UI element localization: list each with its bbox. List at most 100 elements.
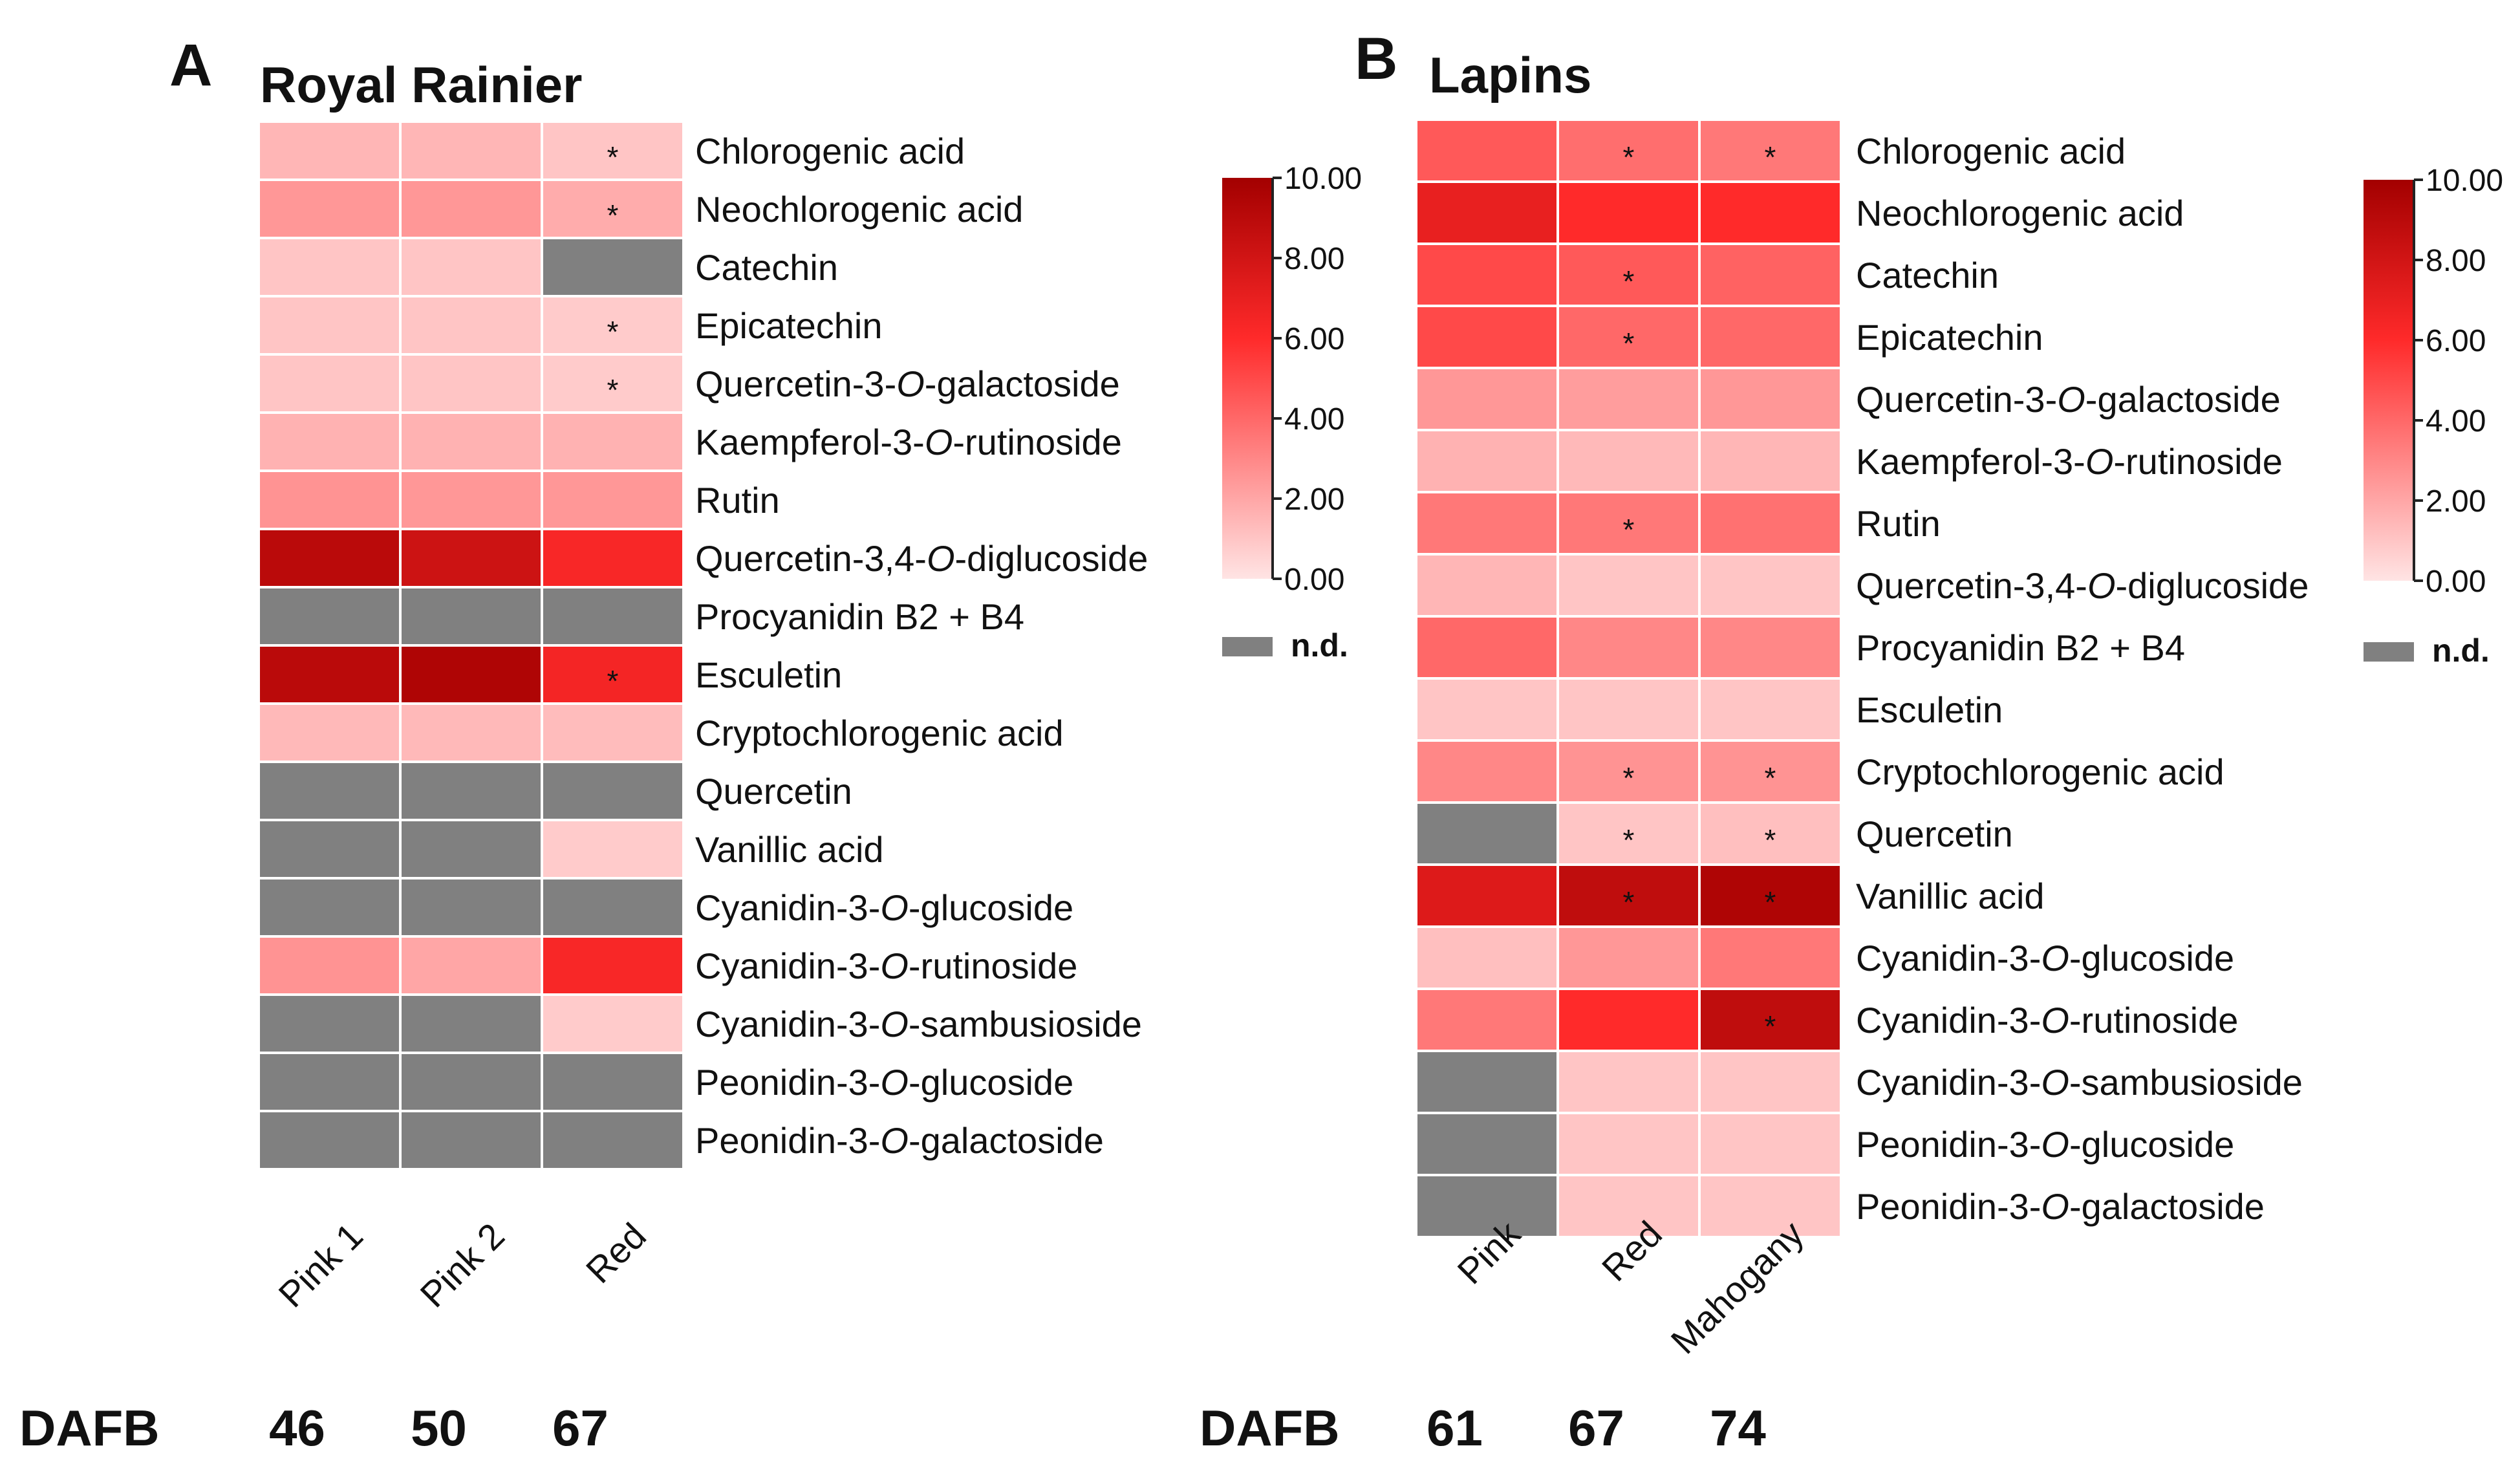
heatmap-cell [541, 1052, 685, 1112]
heatmap-cell [399, 1110, 543, 1171]
heatmap-cell [1698, 925, 1842, 990]
dafb-value: 50 [411, 1399, 467, 1456]
significance-star: * [1623, 513, 1635, 546]
panel-a: A Royal Rainier * Chlorogenic acid * Neochlor… [19, 32, 1362, 1456]
heatmap-cell [399, 586, 543, 647]
row-label: Cyanidin-3-O-glucoside [1856, 938, 2234, 978]
dafb-label: DAFB [19, 1399, 160, 1456]
row-label: Cyanidin-3-O-sambusioside [695, 1004, 1142, 1044]
heatmap-cell [1415, 925, 1559, 990]
row-label: Cyanidin-3-O-rutinoside [695, 945, 1077, 986]
heatmap-cell [257, 295, 402, 356]
row-label: Esculetin [1856, 689, 2003, 730]
heatmap-cell [541, 353, 685, 414]
heatmap-cell [541, 761, 685, 821]
heatmap-cell [1556, 925, 1701, 990]
row-label: Peonidin-3-O-glucoside [695, 1062, 1073, 1103]
heatmap-cell [257, 702, 402, 763]
significance-star: * [1623, 885, 1635, 919]
nd-swatch [1222, 637, 1273, 656]
heatmap-cell [1556, 677, 1701, 742]
heatmap-cell [399, 819, 543, 880]
significance-star: * [1765, 1009, 1776, 1043]
heatmap-cell [1698, 801, 1842, 866]
heatmap-cell [257, 470, 402, 530]
heatmap-cell [1415, 1050, 1559, 1114]
heatmap-cell [1415, 801, 1559, 866]
heatmap-cell [541, 935, 685, 996]
heatmap-cell [1698, 863, 1842, 928]
column-label: Pink 1 [270, 1215, 371, 1315]
row-label: Neochlorogenic acid [695, 189, 1023, 230]
row-label: Quercetin [1856, 814, 2013, 854]
significance-star: * [1765, 885, 1776, 919]
heatmap-cell [1415, 988, 1559, 1052]
heatmap-cell [257, 120, 402, 181]
row-label: Quercetin-3,4-O-diglucoside [1856, 565, 2309, 606]
heatmap-cell [1415, 553, 1559, 618]
colorbar-tick-label: 8.00 [1284, 242, 1344, 276]
heatmap-cell [1698, 491, 1842, 556]
colorbar-tick-label: 6.00 [2426, 324, 2486, 358]
heatmap-cell [541, 877, 685, 938]
panel-title: Lapins [1429, 47, 1591, 103]
heatmap-cell [399, 702, 543, 763]
nd-label: n.d. [2432, 632, 2490, 669]
row-label: Neochlorogenic acid [1856, 193, 2184, 233]
colorbar-tick-label: 8.00 [2426, 244, 2486, 278]
heatmap-cell [541, 237, 685, 297]
colorbar [1222, 178, 1273, 579]
heatmap-cell [541, 528, 685, 588]
heatmap-cell [399, 761, 543, 821]
colorbar-tick-label: 2.00 [2426, 484, 2486, 519]
colorbar-tick-label: 4.00 [2426, 404, 2486, 438]
heatmap-cell [541, 819, 685, 880]
heatmap-cell [1415, 180, 1559, 245]
heatmap-cell [257, 411, 402, 472]
row-label: Catechin [695, 247, 838, 288]
significance-star: * [1623, 264, 1635, 298]
heatmap-cell [257, 586, 402, 647]
significance-star: * [607, 664, 619, 698]
heatmap-cell [1415, 677, 1559, 742]
heatmap-cell [257, 644, 402, 705]
significance-star: * [1765, 140, 1776, 174]
heatmap-cell [1415, 429, 1559, 493]
heatmap-cell [257, 761, 402, 821]
heatmap-cell [541, 120, 685, 181]
row-label: Kaempferol-3-O-rutinoside [1856, 441, 2283, 482]
heatmap-cell [257, 353, 402, 414]
significance-star: * [607, 140, 619, 174]
row-label: Catechin [1856, 255, 1999, 296]
colorbar-tick-label: 0.00 [1284, 563, 1344, 597]
row-label: Quercetin-3-O-galactoside [1856, 379, 2281, 420]
significance-star: * [1765, 823, 1776, 857]
significance-star: * [607, 373, 619, 407]
heatmap-cell [1698, 1050, 1842, 1114]
heatmap-cell [1698, 615, 1842, 680]
row-label: Peonidin-3-O-glucoside [1856, 1124, 2234, 1165]
heatmap-cell [541, 586, 685, 647]
panel-title: Royal Rainier [260, 56, 583, 113]
dafb-value: 67 [552, 1399, 608, 1456]
row-label: Vanillic acid [1856, 876, 2045, 916]
heatmap-cell [1556, 180, 1701, 245]
heatmap-cell [1415, 367, 1559, 431]
row-label: Esculetin [695, 654, 842, 695]
row-label: Quercetin-3,4-O-diglucoside [695, 538, 1148, 579]
dafb-value: 74 [1710, 1399, 1766, 1456]
heatmap-cell [1556, 739, 1701, 804]
heatmap-cell [1556, 429, 1701, 493]
heatmap-cell [1556, 1112, 1701, 1176]
significance-star: * [1623, 140, 1635, 174]
heatmap-cell [1698, 243, 1842, 307]
heatmap-cell [399, 993, 543, 1054]
significance-star: * [607, 315, 619, 349]
heatmap-cell [541, 702, 685, 763]
heatmap-cell [257, 935, 402, 996]
row-label: Cyanidin-3-O-glucoside [695, 887, 1073, 928]
heatmap-cell [399, 353, 543, 414]
heatmap-cell [1698, 1112, 1842, 1176]
dafb-value: 46 [269, 1399, 325, 1456]
